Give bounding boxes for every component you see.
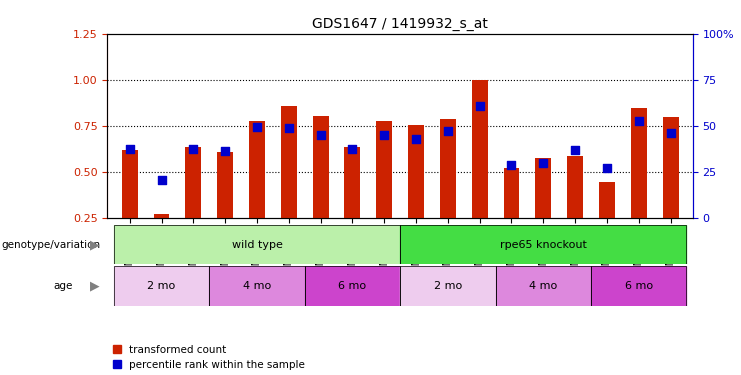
Point [505, 162, 517, 168]
Bar [249, 121, 265, 263]
Bar [400, 266, 496, 306]
Point [347, 146, 359, 152]
Point [187, 146, 199, 152]
Text: ▶: ▶ [90, 279, 100, 292]
Bar [599, 182, 615, 263]
Text: genotype/variation: genotype/variation [1, 240, 101, 249]
Bar [345, 147, 360, 263]
Bar [504, 168, 519, 263]
Legend: transformed count, percentile rank within the sample: transformed count, percentile rank withi… [113, 345, 305, 370]
Bar [114, 266, 209, 306]
Bar [185, 147, 202, 263]
Bar [400, 225, 686, 264]
Point [442, 128, 453, 134]
Text: 2 mo: 2 mo [433, 281, 462, 291]
Point [379, 132, 391, 138]
Bar [591, 266, 686, 306]
Bar [472, 80, 488, 263]
Bar [153, 214, 170, 263]
Bar [662, 117, 679, 263]
Bar [305, 266, 400, 306]
Point [315, 132, 327, 138]
Bar [122, 150, 138, 263]
Text: 4 mo: 4 mo [529, 281, 557, 291]
Bar [209, 266, 305, 306]
Text: 4 mo: 4 mo [243, 281, 271, 291]
Bar [209, 266, 305, 306]
Text: 6 mo: 6 mo [339, 281, 367, 291]
Bar [114, 225, 400, 264]
Title: GDS1647 / 1419932_s_at: GDS1647 / 1419932_s_at [312, 17, 488, 32]
Bar [281, 106, 296, 263]
Bar [440, 119, 456, 263]
Bar [591, 266, 686, 306]
Bar [313, 116, 328, 263]
Point [410, 136, 422, 142]
Point [219, 148, 231, 154]
Bar [631, 108, 647, 263]
Bar [535, 158, 551, 263]
Point [124, 146, 136, 152]
Point [601, 165, 613, 171]
Bar [496, 266, 591, 306]
Point [473, 104, 485, 110]
Bar [376, 121, 392, 263]
Point [283, 125, 295, 131]
Point [569, 147, 581, 153]
Bar [400, 225, 686, 264]
Point [251, 124, 263, 130]
Text: age: age [53, 281, 73, 291]
Text: wild type: wild type [231, 240, 282, 250]
Bar [114, 266, 209, 306]
Text: 2 mo: 2 mo [147, 281, 176, 291]
Point [537, 160, 549, 166]
Bar [567, 156, 583, 263]
Bar [496, 266, 591, 306]
Text: 6 mo: 6 mo [625, 281, 653, 291]
Text: ▶: ▶ [90, 238, 100, 251]
Point [633, 118, 645, 124]
Bar [217, 152, 233, 263]
Bar [408, 125, 424, 263]
Bar [114, 225, 400, 264]
Point [665, 130, 677, 136]
Bar [400, 266, 496, 306]
Point [156, 177, 167, 183]
Text: rpe65 knockout: rpe65 knockout [500, 240, 587, 250]
Bar [305, 266, 400, 306]
